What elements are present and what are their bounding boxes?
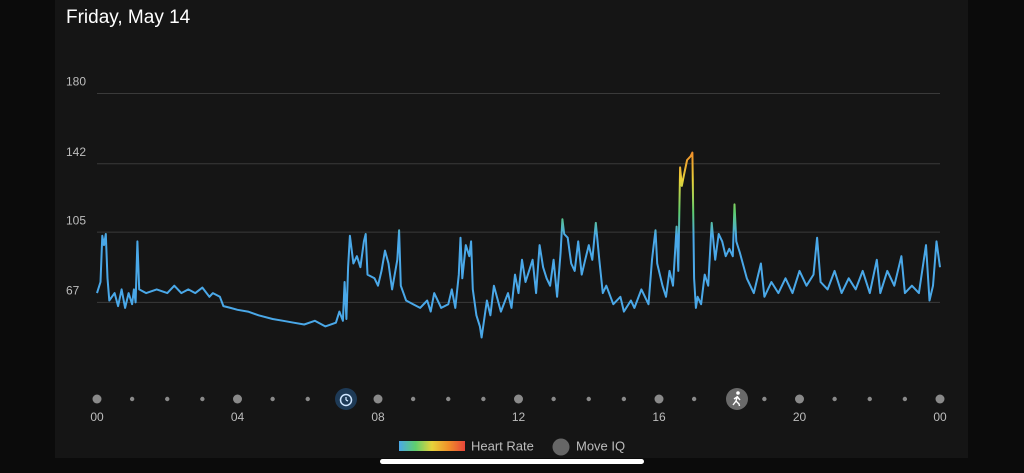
x-tick-dot [233,394,242,404]
home-indicator [380,459,644,464]
legend-label: Move IQ [576,438,625,453]
y-tick-label: 180 [66,75,86,89]
x-tick-dot [92,394,102,404]
x-tick-label: 20 [793,410,807,424]
title: Friday, May 14 [66,7,191,28]
walk-icon [726,388,748,410]
hour-dot [832,396,837,402]
panel [55,0,968,458]
hour-dot [867,396,872,402]
hour-dot [270,396,275,402]
hour-dot [305,396,310,402]
x-tick-dot [935,394,945,404]
hour-dot [200,396,205,402]
hour-dot [410,396,416,402]
x-tick-label: 00 [90,410,104,424]
plot: 67 105 142 180 00 04 08 12 16 20 00 [66,75,947,425]
x-tick-label: 16 [652,410,666,424]
legend-label: Heart Rate [471,438,534,453]
x-tick-dot [654,394,664,404]
legend-swatch [399,441,465,451]
y-tick-label: 142 [66,145,86,159]
hour-dot [481,396,486,402]
x-tick-label: 04 [231,410,245,424]
x-tick-label: 12 [512,410,526,424]
x-tick-dot [795,394,804,404]
legend-move-iq-dot [552,438,570,456]
hour-dot [621,396,627,402]
hour-dot [586,396,591,402]
y-tick-label: 67 [66,284,80,298]
hour-dot [165,396,170,402]
y-tick-label: 105 [66,213,86,227]
heart-rate-line [96,151,941,339]
hour-dot [446,396,451,402]
hour-dot [129,396,135,402]
x-tick-dot [514,394,523,404]
x-tick-dot [373,394,383,404]
hour-dot [691,396,697,402]
alarm-icon [335,388,357,410]
hour-dot [902,396,908,402]
x-tick-label: 08 [371,410,385,424]
x-tick-label: 00 [933,410,947,424]
hour-dot [551,396,556,402]
hour-dot [762,396,767,402]
